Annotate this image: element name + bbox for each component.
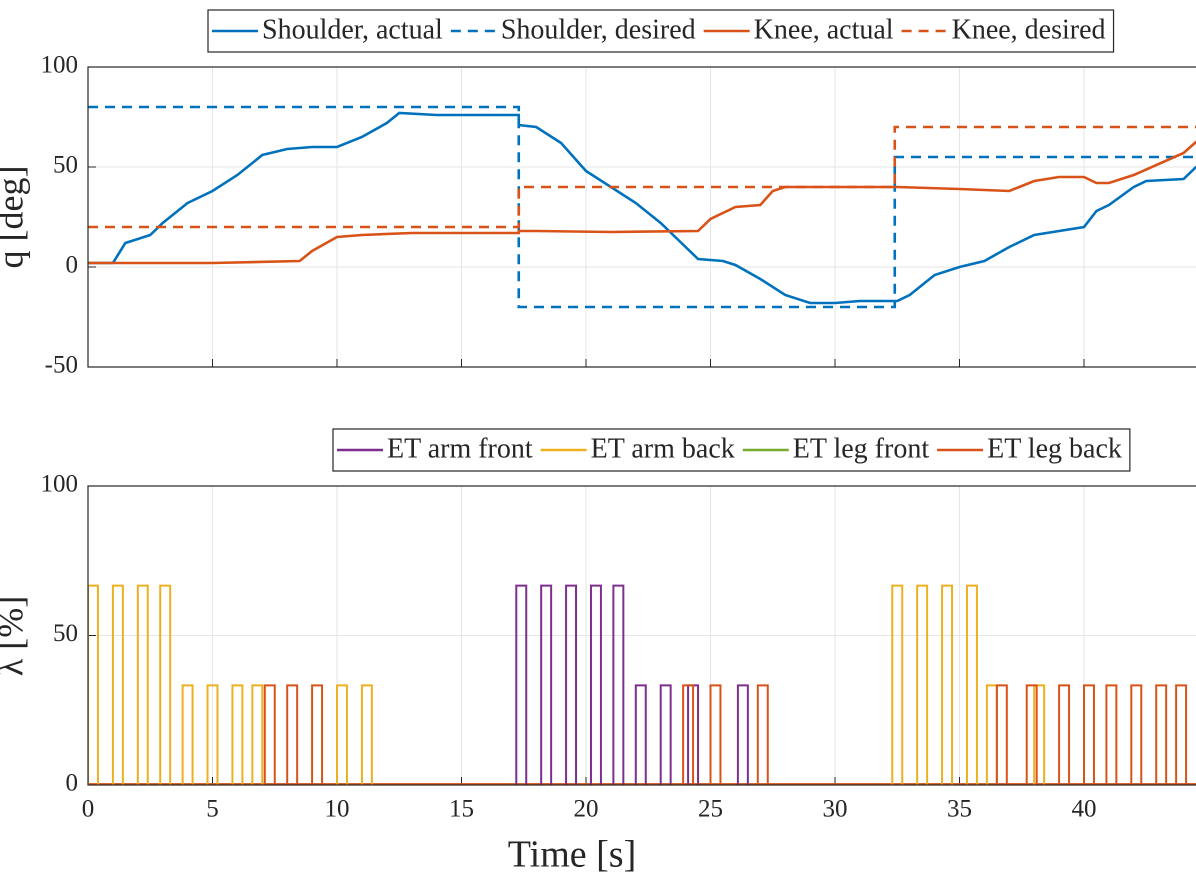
y-tick-label: 100 xyxy=(41,471,79,498)
series-line xyxy=(88,111,1196,305)
legend-label: ET arm back xyxy=(591,433,735,464)
pulse xyxy=(736,684,749,785)
legend-label: ET leg back xyxy=(987,433,1122,464)
plot-area xyxy=(88,584,1196,785)
x-tick-label: 25 xyxy=(698,796,723,823)
legend-label: ET arm front xyxy=(387,433,533,464)
x-tick-label: 35 xyxy=(947,796,972,823)
y-axis-label: q [deg] xyxy=(0,166,30,269)
pulse xyxy=(336,684,348,785)
pulse xyxy=(1083,684,1095,785)
pulse xyxy=(965,584,978,785)
x-axis-label: Time [s] xyxy=(508,834,636,876)
pulse xyxy=(136,584,149,785)
x-tick-label: 10 xyxy=(325,796,350,823)
legend-box xyxy=(332,428,1131,472)
pulse xyxy=(1025,684,1038,785)
x-tick-label: 15 xyxy=(449,796,474,823)
pulse xyxy=(985,684,998,785)
series-line xyxy=(88,140,1196,265)
axes-frame xyxy=(87,66,1196,368)
legend: ET arm front ET arm back ET leg front ET le… xyxy=(332,428,1131,472)
pulse xyxy=(286,684,299,785)
x-tick-label: 30 xyxy=(823,796,848,823)
pulse xyxy=(1155,684,1168,785)
legend-label: Shoulder, actual xyxy=(262,14,443,45)
y-tick-label: -50 xyxy=(45,352,78,379)
pulse xyxy=(360,684,373,785)
pulse xyxy=(589,584,602,785)
x-tick-label: 5 xyxy=(206,796,219,823)
legend-label: Shoulder, desired xyxy=(501,14,696,45)
pulse xyxy=(634,684,647,785)
y-tick-label: 0 xyxy=(66,770,79,797)
pulse xyxy=(941,584,954,785)
pulse xyxy=(1058,684,1071,785)
legend-label: Knee, desired xyxy=(952,14,1106,45)
pulse xyxy=(515,584,528,785)
x-tick-label: 0 xyxy=(82,796,95,823)
pulse xyxy=(565,584,578,785)
x-tick-label: 40 xyxy=(1072,796,1097,823)
pulse xyxy=(540,584,553,785)
pulse xyxy=(756,684,769,785)
pulse xyxy=(251,684,264,785)
y-tick-label: 50 xyxy=(53,620,78,647)
series-line xyxy=(88,105,1196,309)
pulse xyxy=(995,684,1008,785)
pulse xyxy=(1175,684,1188,785)
axes-frame xyxy=(87,485,1196,786)
pulse xyxy=(263,684,276,785)
pulse xyxy=(891,584,904,785)
pulse xyxy=(206,684,219,785)
pulse xyxy=(1105,684,1118,785)
pulse xyxy=(659,684,672,785)
y-tick-label: 50 xyxy=(53,152,78,179)
pulse xyxy=(916,584,929,785)
legend: Shoulder, actual Shoulder, desired Knee, a… xyxy=(207,9,1115,53)
pulse xyxy=(231,684,244,785)
pulse xyxy=(111,584,124,785)
pulse xyxy=(1033,684,1046,785)
y-tick-label: 0 xyxy=(66,252,79,279)
plot-area xyxy=(88,105,1196,309)
pulse xyxy=(159,584,172,785)
x-tick-label: 20 xyxy=(574,796,599,823)
pulse xyxy=(709,684,722,785)
y-tick-label: 100 xyxy=(41,52,79,79)
series-line xyxy=(88,125,1196,229)
pulse xyxy=(1130,684,1143,785)
y-axis-label: λ [%] xyxy=(0,596,30,676)
pulse xyxy=(311,684,324,785)
pulse xyxy=(181,684,194,785)
legend-label: Knee, actual xyxy=(754,14,894,45)
pulse xyxy=(88,584,99,785)
pulse xyxy=(682,684,695,785)
legend-box xyxy=(207,9,1115,53)
legend-label: ET leg front xyxy=(793,433,930,464)
pulse xyxy=(612,584,625,785)
